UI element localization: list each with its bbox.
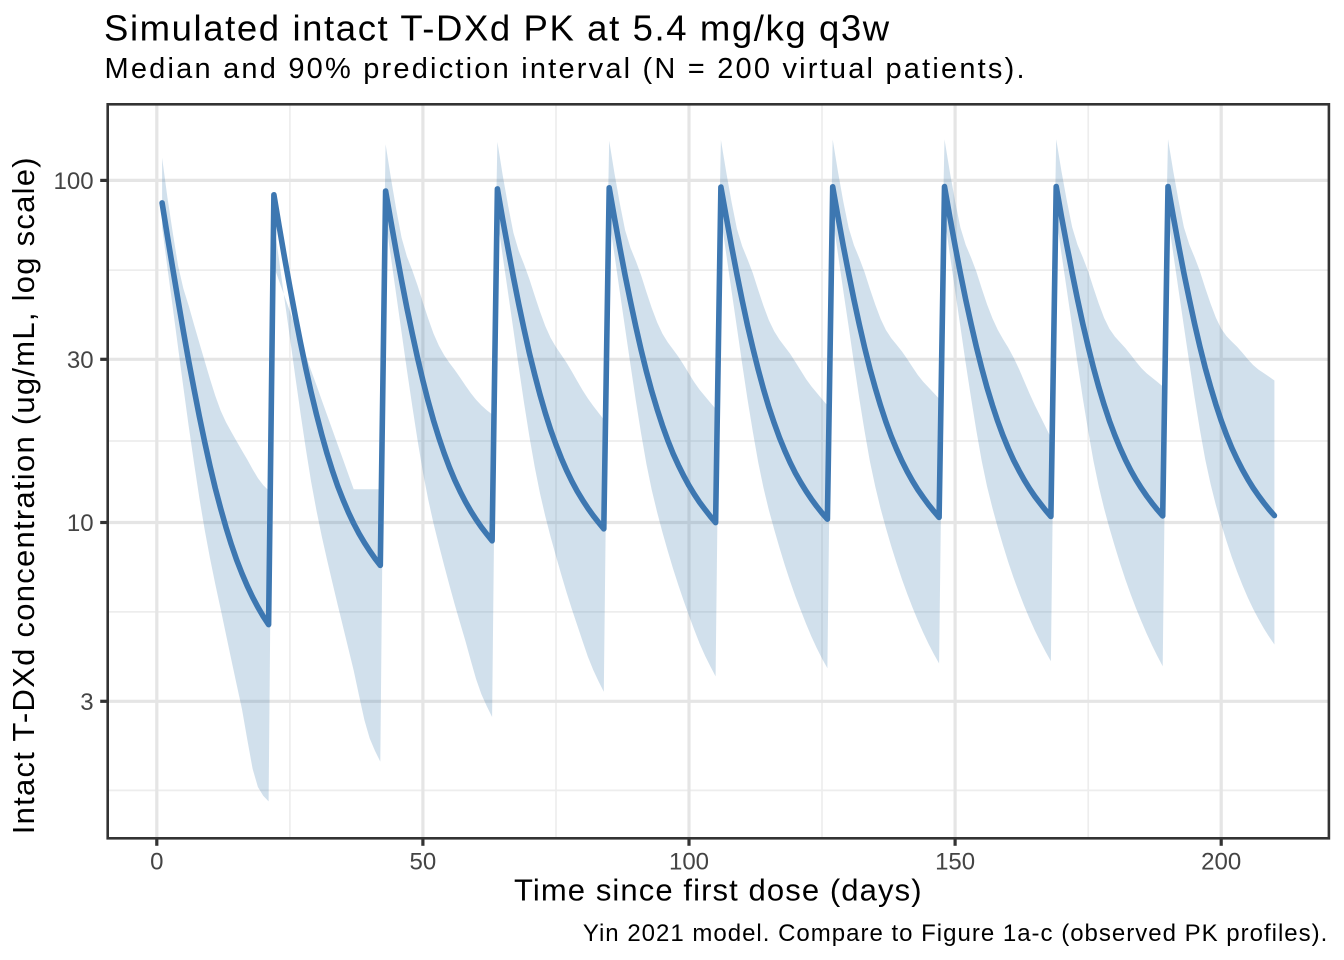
svg-text:150: 150 bbox=[935, 848, 975, 875]
svg-text:Simulated intact T-DXd PK at 5: Simulated intact T-DXd PK at 5.4 mg/kg q… bbox=[104, 7, 891, 48]
svg-text:10: 10 bbox=[67, 510, 94, 537]
svg-text:200: 200 bbox=[1201, 848, 1241, 875]
svg-text:Yin 2021 model. Compare to Fig: Yin 2021 model. Compare to Figure 1a-c (… bbox=[583, 920, 1328, 947]
svg-text:100: 100 bbox=[54, 168, 94, 195]
svg-text:Intact T-DXd concentration (ug: Intact T-DXd concentration (ug/mL, log s… bbox=[6, 156, 41, 834]
svg-text:100: 100 bbox=[669, 848, 709, 875]
svg-text:50: 50 bbox=[410, 848, 437, 875]
svg-text:3: 3 bbox=[80, 689, 93, 716]
svg-text:Median and 90% prediction inte: Median and 90% prediction interval (N = … bbox=[105, 53, 1027, 85]
svg-text:Time since first dose (days): Time since first dose (days) bbox=[514, 873, 923, 908]
svg-text:30: 30 bbox=[67, 347, 94, 374]
svg-text:0: 0 bbox=[150, 848, 163, 875]
